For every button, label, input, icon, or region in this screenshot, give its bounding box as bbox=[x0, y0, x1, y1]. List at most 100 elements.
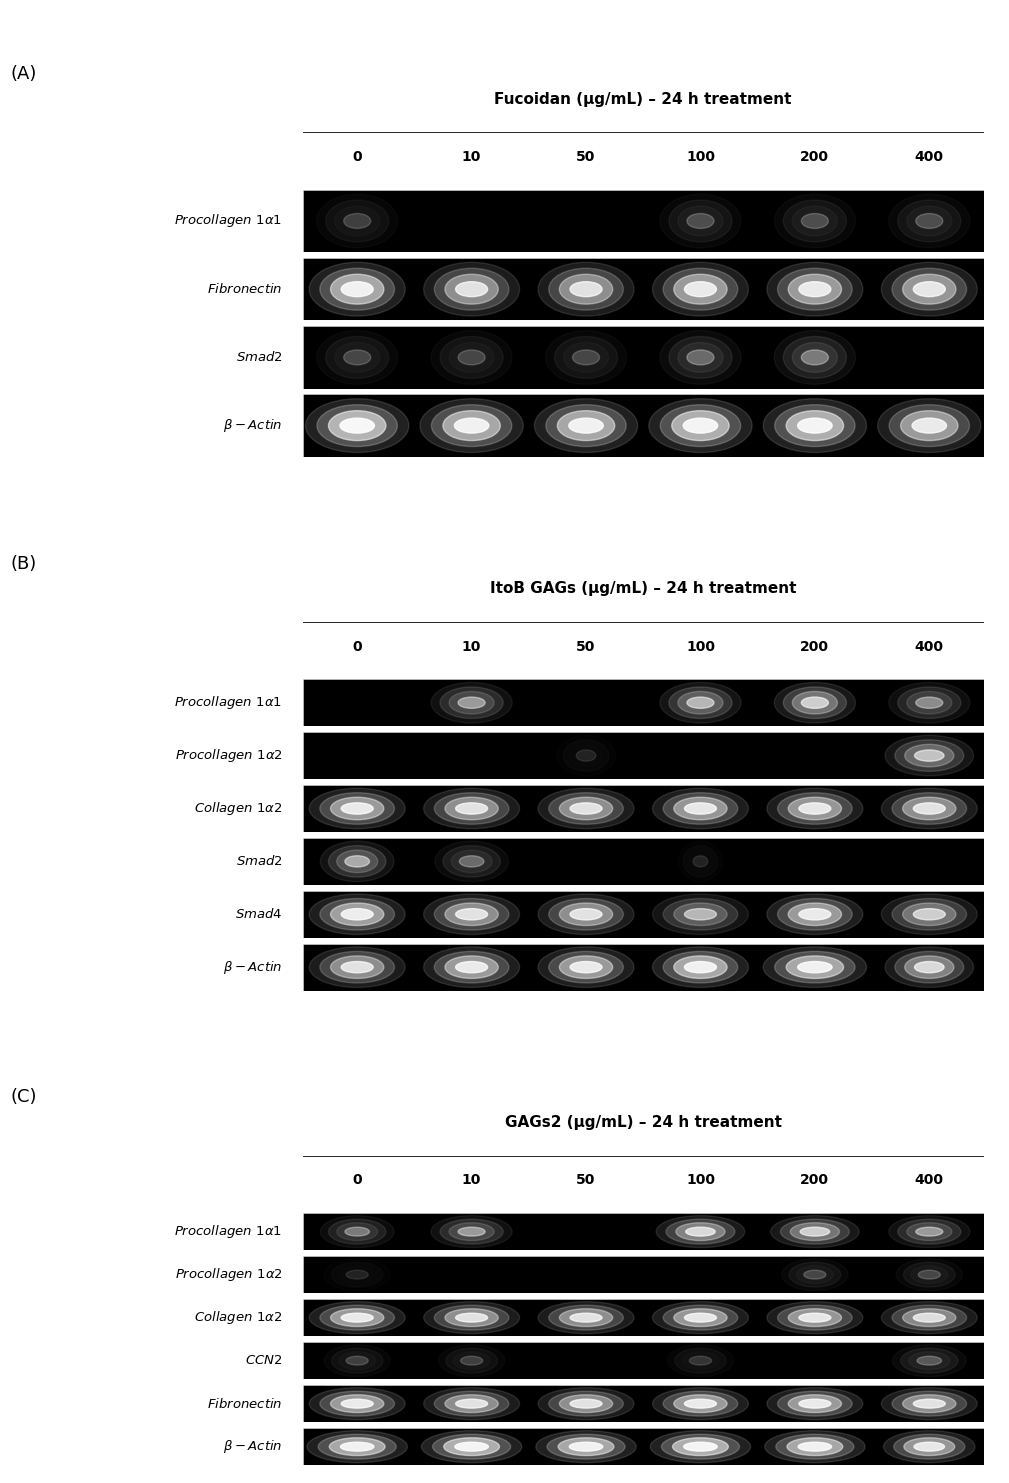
Ellipse shape bbox=[775, 405, 855, 446]
Ellipse shape bbox=[678, 691, 723, 713]
Ellipse shape bbox=[460, 1355, 482, 1364]
Ellipse shape bbox=[801, 350, 828, 365]
Ellipse shape bbox=[783, 337, 847, 378]
Text: $\it{Collagen\ 1α2}$: $\it{Collagen\ 1α2}$ bbox=[194, 1309, 283, 1326]
Ellipse shape bbox=[800, 1228, 829, 1235]
Ellipse shape bbox=[346, 1355, 368, 1364]
Ellipse shape bbox=[799, 282, 830, 297]
Ellipse shape bbox=[687, 350, 714, 365]
Ellipse shape bbox=[549, 1391, 624, 1416]
Ellipse shape bbox=[337, 1222, 377, 1240]
Text: $\it{Smad2}$: $\it{Smad2}$ bbox=[235, 350, 283, 365]
Ellipse shape bbox=[341, 802, 373, 814]
Ellipse shape bbox=[673, 1439, 728, 1456]
Ellipse shape bbox=[329, 1219, 385, 1244]
Ellipse shape bbox=[557, 411, 614, 440]
Ellipse shape bbox=[767, 262, 863, 316]
Ellipse shape bbox=[674, 1308, 727, 1326]
Ellipse shape bbox=[889, 405, 970, 446]
Ellipse shape bbox=[320, 841, 395, 882]
Text: $\it{Fibronectin}$: $\it{Fibronectin}$ bbox=[207, 1397, 283, 1410]
Ellipse shape bbox=[663, 793, 738, 825]
Ellipse shape bbox=[331, 1394, 383, 1412]
Ellipse shape bbox=[771, 1216, 859, 1247]
Ellipse shape bbox=[546, 405, 627, 446]
Ellipse shape bbox=[576, 750, 596, 761]
Ellipse shape bbox=[898, 687, 961, 718]
Ellipse shape bbox=[424, 262, 520, 316]
Ellipse shape bbox=[881, 1388, 978, 1419]
Text: $\it{Procollagen\ 1α1}$: $\it{Procollagen\ 1α1}$ bbox=[175, 212, 283, 230]
Ellipse shape bbox=[787, 1439, 843, 1456]
Ellipse shape bbox=[424, 787, 520, 829]
Ellipse shape bbox=[345, 1228, 369, 1235]
Ellipse shape bbox=[913, 1400, 945, 1409]
Ellipse shape bbox=[666, 1219, 735, 1244]
Ellipse shape bbox=[434, 1391, 509, 1416]
Ellipse shape bbox=[903, 798, 956, 820]
Ellipse shape bbox=[788, 798, 842, 820]
Text: Fucoidan (μg/mL) – 24 h treatment: Fucoidan (μg/mL) – 24 h treatment bbox=[494, 92, 792, 107]
Ellipse shape bbox=[669, 200, 732, 242]
Ellipse shape bbox=[431, 1216, 513, 1247]
Ellipse shape bbox=[559, 798, 612, 820]
Ellipse shape bbox=[884, 1431, 975, 1462]
Ellipse shape bbox=[907, 1222, 951, 1240]
Ellipse shape bbox=[778, 793, 853, 825]
Ellipse shape bbox=[767, 1388, 863, 1419]
Text: 0: 0 bbox=[352, 1173, 362, 1188]
Ellipse shape bbox=[458, 1228, 485, 1235]
Ellipse shape bbox=[684, 1314, 716, 1323]
Ellipse shape bbox=[792, 343, 837, 372]
Ellipse shape bbox=[674, 798, 727, 820]
Ellipse shape bbox=[451, 850, 492, 872]
Text: (A): (A) bbox=[10, 65, 36, 83]
Ellipse shape bbox=[903, 1308, 956, 1326]
Ellipse shape bbox=[345, 856, 369, 868]
Ellipse shape bbox=[329, 411, 385, 440]
Ellipse shape bbox=[549, 793, 624, 825]
Text: 0: 0 bbox=[352, 639, 362, 654]
Text: 200: 200 bbox=[800, 150, 829, 165]
Ellipse shape bbox=[344, 350, 370, 365]
Ellipse shape bbox=[892, 1391, 967, 1416]
Ellipse shape bbox=[456, 1314, 487, 1323]
Text: 100: 100 bbox=[686, 639, 715, 654]
Ellipse shape bbox=[663, 952, 738, 983]
Ellipse shape bbox=[341, 282, 373, 297]
Ellipse shape bbox=[774, 682, 856, 724]
Ellipse shape bbox=[656, 1216, 745, 1247]
Ellipse shape bbox=[763, 399, 867, 452]
Ellipse shape bbox=[786, 411, 844, 440]
Text: 400: 400 bbox=[915, 150, 943, 165]
Ellipse shape bbox=[569, 1441, 602, 1450]
Ellipse shape bbox=[684, 802, 716, 814]
Ellipse shape bbox=[555, 337, 618, 378]
Ellipse shape bbox=[778, 1391, 853, 1416]
Ellipse shape bbox=[799, 1314, 830, 1323]
Text: $\it{β-Actin}$: $\it{β-Actin}$ bbox=[223, 958, 283, 976]
Ellipse shape bbox=[674, 957, 727, 979]
Ellipse shape bbox=[892, 793, 967, 825]
Ellipse shape bbox=[456, 802, 487, 814]
Ellipse shape bbox=[898, 200, 961, 242]
Ellipse shape bbox=[798, 1441, 831, 1450]
Ellipse shape bbox=[455, 1441, 488, 1450]
Ellipse shape bbox=[905, 744, 954, 767]
Ellipse shape bbox=[307, 1431, 408, 1462]
Ellipse shape bbox=[918, 1269, 940, 1278]
Ellipse shape bbox=[320, 1391, 395, 1416]
Ellipse shape bbox=[445, 798, 498, 820]
Ellipse shape bbox=[559, 903, 612, 925]
Ellipse shape bbox=[320, 793, 395, 825]
Ellipse shape bbox=[445, 903, 498, 925]
Ellipse shape bbox=[901, 1348, 958, 1373]
Ellipse shape bbox=[424, 946, 520, 988]
Ellipse shape bbox=[790, 1222, 839, 1240]
Ellipse shape bbox=[660, 405, 741, 446]
Ellipse shape bbox=[326, 337, 388, 378]
Ellipse shape bbox=[309, 946, 406, 988]
Ellipse shape bbox=[424, 1302, 520, 1333]
Ellipse shape bbox=[678, 343, 723, 372]
Ellipse shape bbox=[683, 418, 717, 433]
